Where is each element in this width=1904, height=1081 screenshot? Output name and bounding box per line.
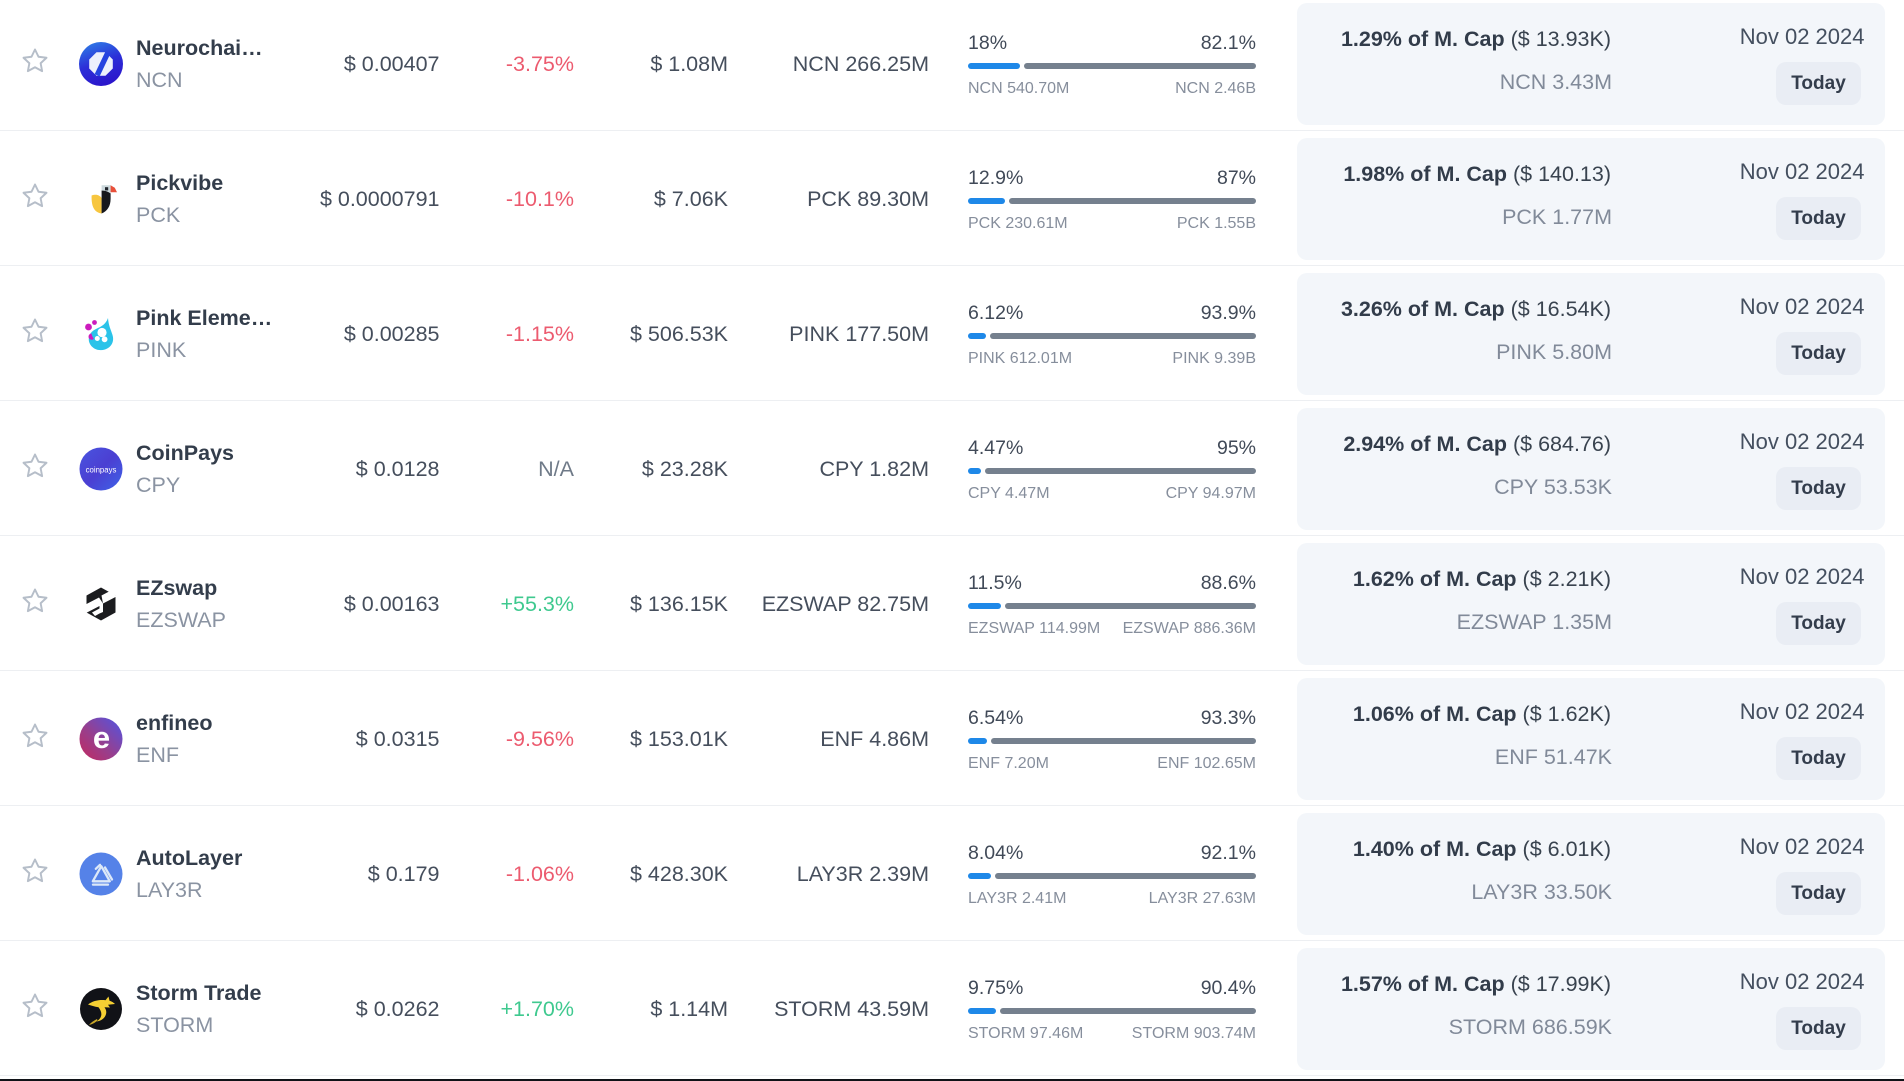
svg-text:coinpays: coinpays bbox=[86, 465, 117, 474]
svg-text:e: e bbox=[93, 720, 110, 755]
